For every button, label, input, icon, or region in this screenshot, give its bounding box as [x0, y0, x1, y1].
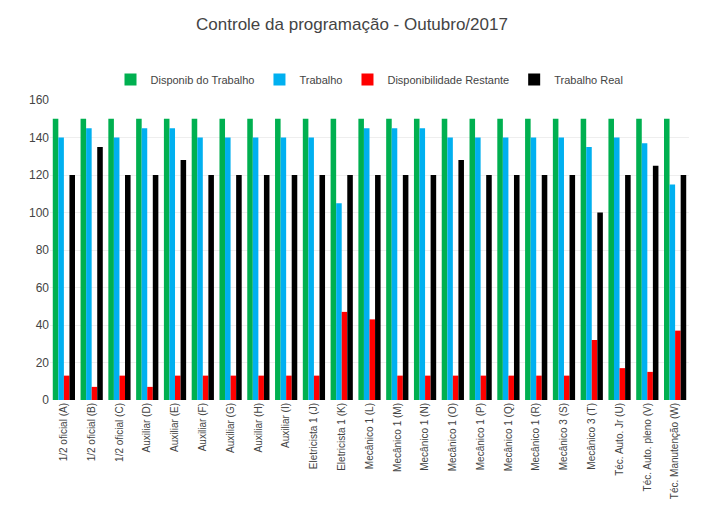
svg-text:Trabalho: Trabalho [299, 74, 342, 86]
svg-text:Mecânico 1 (N): Mecânico 1 (N) [419, 403, 430, 471]
svg-text:Auxiliar (G): Auxiliar (G) [225, 403, 236, 453]
svg-text:Téc. Manutenção (W): Téc. Manutenção (W) [669, 403, 680, 499]
svg-text:40: 40 [36, 318, 50, 332]
svg-text:80: 80 [36, 243, 50, 257]
svg-text:Eletricista 1 (J): Eletricista 1 (J) [308, 403, 319, 469]
svg-text:Téc. Auto. Jr (U): Téc. Auto. Jr (U) [614, 403, 625, 476]
svg-text:160: 160 [29, 93, 49, 107]
svg-text:100: 100 [29, 206, 49, 220]
svg-text:0: 0 [42, 393, 49, 407]
svg-text:Mecânico 1 (L): Mecânico 1 (L) [364, 403, 375, 469]
svg-text:Trabalho Real: Trabalho Real [554, 74, 623, 86]
svg-text:120: 120 [29, 168, 49, 182]
svg-text:Mecânico 1 (Q): Mecânico 1 (Q) [503, 403, 514, 471]
svg-text:Eletricista 1 (K): Eletricista 1 (K) [336, 403, 347, 471]
svg-text:Disponibilidade Restante: Disponibilidade Restante [387, 74, 509, 86]
svg-text:Mecânico 1 (R): Mecânico 1 (R) [530, 403, 541, 471]
svg-text:1/2 oficial (B): 1/2 oficial (B) [86, 403, 97, 461]
svg-text:1/2 oficial (C): 1/2 oficial (C) [114, 403, 125, 462]
svg-text:Auxiliar (I): Auxiliar (I) [280, 403, 291, 448]
svg-text:60: 60 [36, 281, 50, 295]
svg-text:Mecânico 1 (O): Mecânico 1 (O) [447, 403, 458, 471]
svg-text:140: 140 [29, 131, 49, 145]
svg-text:Auxiliar (H): Auxiliar (H) [253, 403, 264, 452]
svg-text:Mecânico 3 (T): Mecânico 3 (T) [586, 403, 597, 470]
svg-text:Disponib do Trabalho: Disponib do Trabalho [151, 74, 255, 86]
svg-text:Auxiliar (D): Auxiliar (D) [141, 403, 152, 452]
svg-text:Téc. Auto. pleno (V): Téc. Auto. pleno (V) [642, 403, 653, 491]
svg-text:Mecânico 1 (M): Mecânico 1 (M) [392, 403, 403, 472]
svg-text:1/2 oficial (A): 1/2 oficial (A) [58, 403, 69, 461]
svg-text:Controle da programação - Outu: Controle da programação - Outubro/2017 [196, 15, 508, 34]
svg-text:Mecânico 1 (P): Mecânico 1 (P) [475, 403, 486, 470]
svg-text:Auxiliar (E): Auxiliar (E) [169, 403, 180, 452]
svg-text:Auxiliar (F): Auxiliar (F) [197, 403, 208, 451]
svg-text:Mecânico 3 (S): Mecânico 3 (S) [558, 403, 569, 470]
svg-text:20: 20 [36, 356, 50, 370]
